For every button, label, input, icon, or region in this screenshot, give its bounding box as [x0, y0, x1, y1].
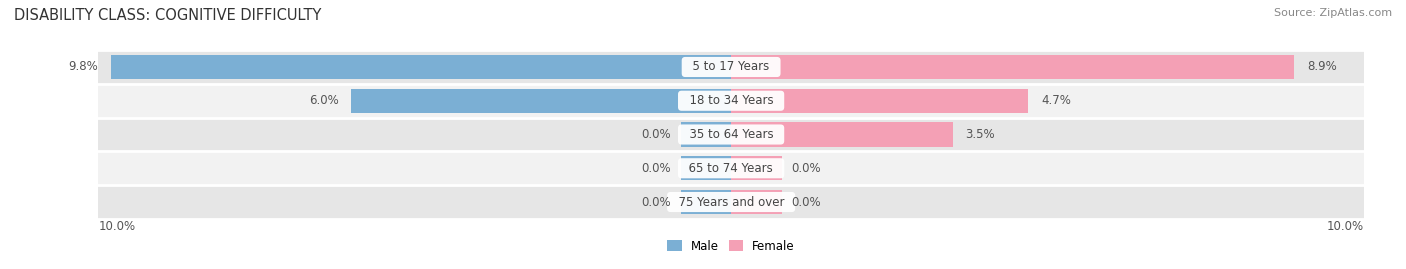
- Bar: [352, 89, 731, 113]
- Text: 35 to 64 Years: 35 to 64 Years: [682, 128, 780, 141]
- Text: Source: ZipAtlas.com: Source: ZipAtlas.com: [1274, 8, 1392, 18]
- Text: 4.7%: 4.7%: [1040, 94, 1071, 107]
- Text: 5 to 17 Years: 5 to 17 Years: [685, 61, 778, 73]
- Text: 10.0%: 10.0%: [1327, 220, 1364, 233]
- Bar: [681, 122, 731, 147]
- Bar: [731, 55, 1294, 79]
- Text: 0.0%: 0.0%: [641, 128, 671, 141]
- Bar: [731, 122, 952, 147]
- Bar: [681, 156, 731, 180]
- Bar: [731, 156, 782, 180]
- Text: 65 to 74 Years: 65 to 74 Years: [682, 162, 780, 175]
- Bar: [98, 50, 1364, 84]
- Bar: [731, 190, 782, 214]
- Text: 0.0%: 0.0%: [792, 162, 821, 175]
- Bar: [681, 190, 731, 214]
- Bar: [111, 55, 731, 79]
- Text: 0.0%: 0.0%: [641, 196, 671, 208]
- Text: 18 to 34 Years: 18 to 34 Years: [682, 94, 780, 107]
- Bar: [98, 185, 1364, 219]
- Text: 8.9%: 8.9%: [1308, 61, 1337, 73]
- Text: DISABILITY CLASS: COGNITIVE DIFFICULTY: DISABILITY CLASS: COGNITIVE DIFFICULTY: [14, 8, 322, 23]
- Text: 9.8%: 9.8%: [69, 61, 98, 73]
- Text: 10.0%: 10.0%: [98, 220, 135, 233]
- Text: 0.0%: 0.0%: [792, 196, 821, 208]
- Bar: [98, 118, 1364, 151]
- Text: 75 Years and over: 75 Years and over: [671, 196, 792, 208]
- Legend: Male, Female: Male, Female: [668, 240, 794, 253]
- Text: 3.5%: 3.5%: [965, 128, 995, 141]
- Text: 6.0%: 6.0%: [309, 94, 339, 107]
- Bar: [98, 151, 1364, 185]
- Bar: [98, 84, 1364, 118]
- Bar: [731, 89, 1028, 113]
- Text: 0.0%: 0.0%: [641, 162, 671, 175]
